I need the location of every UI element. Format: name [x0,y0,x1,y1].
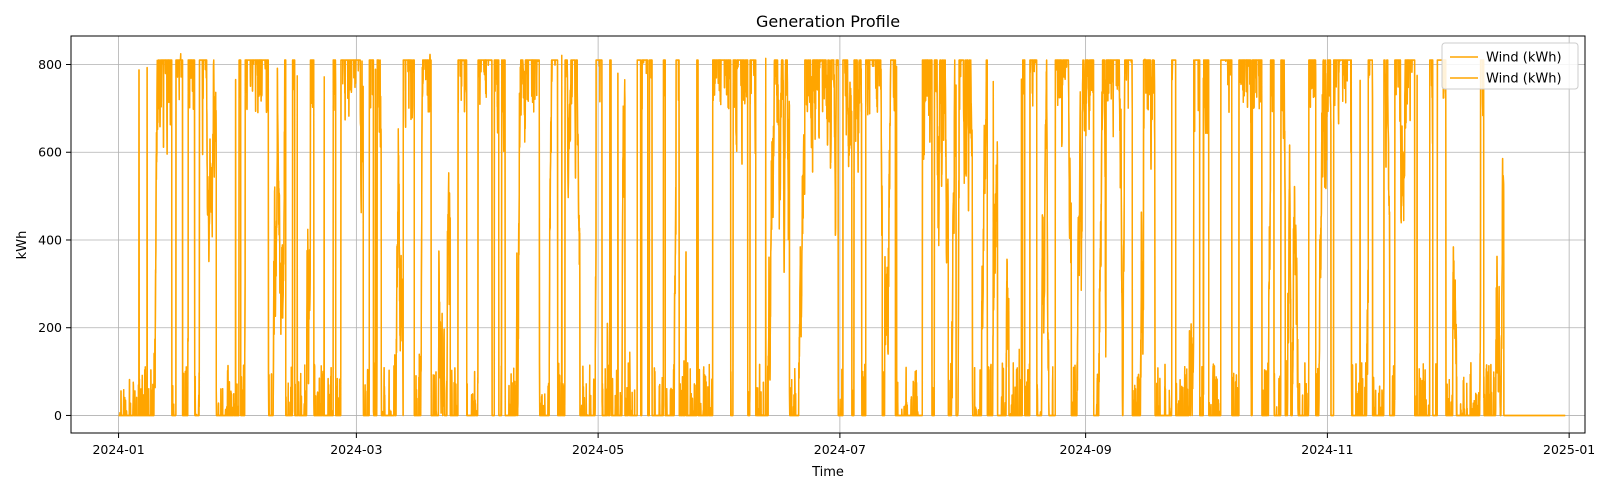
axes [70,35,1586,434]
chart-title: Generation Profile [756,12,900,31]
y-tick-label: 0 [54,408,62,423]
y-tick-label: 600 [38,145,62,160]
y-tick-label: 400 [38,232,62,247]
series-line-1 [118,53,1566,417]
legend: Wind (kWh) Wind (kWh) [1441,42,1579,90]
y-axis-label: kWh [15,231,30,260]
series-layer [118,53,1566,417]
axes-frame [70,35,1586,434]
y-tick-label: 200 [38,320,62,335]
legend-entry-0: Wind (kWh) [1486,51,1562,66]
x-axis-ticks: 2024-01 2024-03 2024-05 2024-07 2024-09 2024-… [92,433,1595,457]
x-tick-label: 2024-11 [1301,442,1353,457]
legend-entry-1: Wind (kWh) [1486,72,1562,87]
x-axis-label: Time [811,465,844,480]
y-axis-ticks: 0 200 400 600 800 [38,57,71,423]
y-tick-label: 800 [38,57,62,72]
x-tick-label: 2024-09 [1060,442,1112,457]
x-tick-label: 2024-05 [572,442,624,457]
x-tick-label: 2025-01 [1543,442,1595,457]
x-tick-label: 2024-03 [330,442,382,457]
x-tick-label: 2024-07 [814,442,866,457]
x-tick-label: 2024-01 [92,442,144,457]
